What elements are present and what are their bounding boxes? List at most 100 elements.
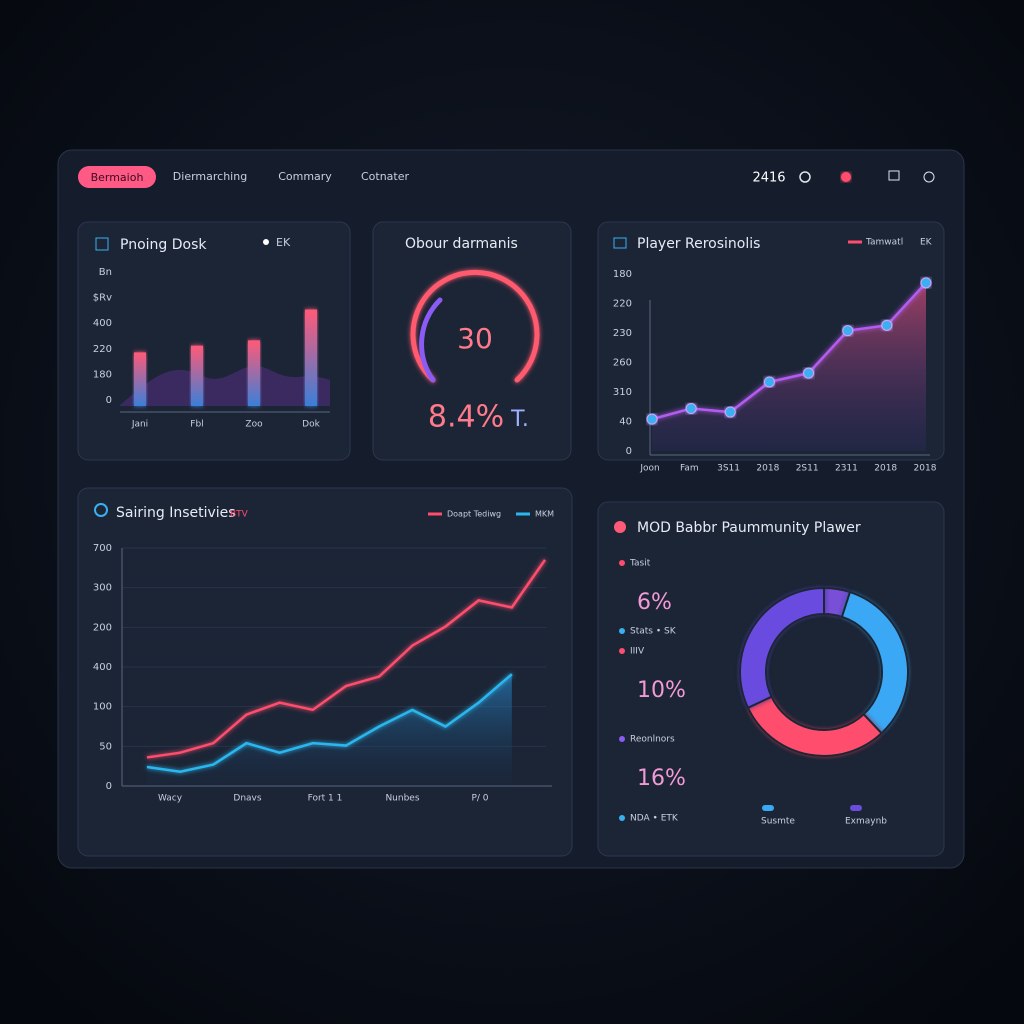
y-axis-label: 260 [613,358,632,369]
donut-segment [739,586,825,710]
y-axis-label: 700 [93,543,112,554]
legend-dot [263,239,269,245]
alert-icon[interactable] [841,172,851,182]
line [651,282,927,421]
y-axis-label: 220 [613,299,632,310]
panel-icon [95,237,109,251]
area [147,674,512,786]
panel-icon [94,503,108,517]
legend-label: Susmte [761,817,795,827]
x-axis-label: 3S11 [717,464,740,474]
bar [191,345,203,406]
y-axis-label: 310 [613,387,632,398]
legend-label: Exmaynb [845,817,887,827]
tab[interactable]: Diermarching [173,170,247,183]
point [763,376,775,388]
point [842,325,854,337]
x-axis-label: 2018 [874,464,897,474]
y-axis-label: 0 [106,781,112,792]
panel-title: Sairing Insetivies [116,505,236,521]
user-icon[interactable] [923,171,935,183]
x-axis-label: 2018 [914,464,937,474]
y-axis-label: 0 [626,446,632,457]
bar [305,309,317,406]
x-axis-label: P/ 0 [471,794,488,804]
y-axis-label: $Rv [93,293,112,304]
active-tab[interactable] [78,166,156,188]
y-axis-label: 100 [93,702,112,713]
y-axis-label: 400 [93,318,112,329]
stat-dot [619,736,625,742]
bar [134,352,146,406]
panel-icon [614,521,626,533]
panel [597,501,945,857]
stat-value: 6% [637,590,672,615]
y-axis-label: 40 [619,417,632,428]
point [646,413,658,425]
y-axis-label: 220 [93,344,112,355]
panel-title: MOD Babbr Paummunity Plawer [637,520,861,536]
wave [120,366,330,406]
search-icon[interactable] [799,171,811,183]
x-axis-label: Fam [680,464,699,474]
tab[interactable]: Cotnater [361,170,410,183]
legend-label: Tamwatl [865,238,903,248]
suffix: T. [510,407,529,432]
area [652,282,926,451]
note: NDA • ETK [630,814,679,824]
y-axis-label: 230 [613,328,632,339]
point [724,406,736,418]
x-axis-label: Dnavs [233,794,261,804]
gauge-arc [410,269,540,383]
x-axis-label: Fort 1 1 [308,794,343,804]
y-axis-label: 180 [613,269,632,280]
point [803,367,815,379]
bar [248,340,260,406]
legend-label: Doapt Tediwg [447,510,501,519]
panel [372,221,572,461]
panel-title: Player Rerosinolis [637,236,760,252]
stat-value: 10% [637,678,686,703]
x-axis-label: Wacy [158,794,183,804]
legend-label: MKM [535,510,554,519]
x-axis-label: Dok [302,420,320,430]
x-axis-label: 2018 [756,464,779,474]
y-axis-label: 400 [93,662,112,673]
stat-value: 16% [637,766,686,791]
y-axis-label: 180 [93,369,112,380]
y-axis-label: 300 [93,583,112,594]
stat-name: IIIV [630,647,645,657]
panel-title: Pnoing Dosk [120,237,207,253]
note-dot [619,815,625,821]
panel-icon [613,237,627,249]
badge: BTV [230,510,249,520]
point [881,319,893,331]
legend-swatch [762,805,774,811]
window-icon[interactable] [888,170,900,181]
change: 8.4% [428,400,504,435]
note: Stats • SK [630,627,677,637]
point [685,403,697,415]
tab[interactable]: Commary [278,170,332,183]
x-axis-label: Joon [639,464,659,474]
panel-title: Obour darmanis [405,236,518,252]
stat-dot [619,648,625,654]
line [146,559,547,759]
y-axis-label: 0 [106,395,112,406]
tab[interactable]: Bermaioh [91,171,144,184]
stat-name: Tasit [629,559,651,569]
y-axis-label: 200 [93,622,112,633]
x-axis-label: Nunbes [385,794,419,804]
note-dot [619,628,625,634]
point [920,277,932,289]
legend-swatch [850,805,862,811]
y-axis-label: 50 [99,741,112,752]
counter: 2416 [752,171,785,186]
gauge-value: 30 [457,322,493,355]
legend-label: EK [920,238,933,248]
x-axis-label: Fbl [190,420,203,430]
stat-name: Reonlnors [630,735,675,745]
stat-dot [619,560,625,566]
